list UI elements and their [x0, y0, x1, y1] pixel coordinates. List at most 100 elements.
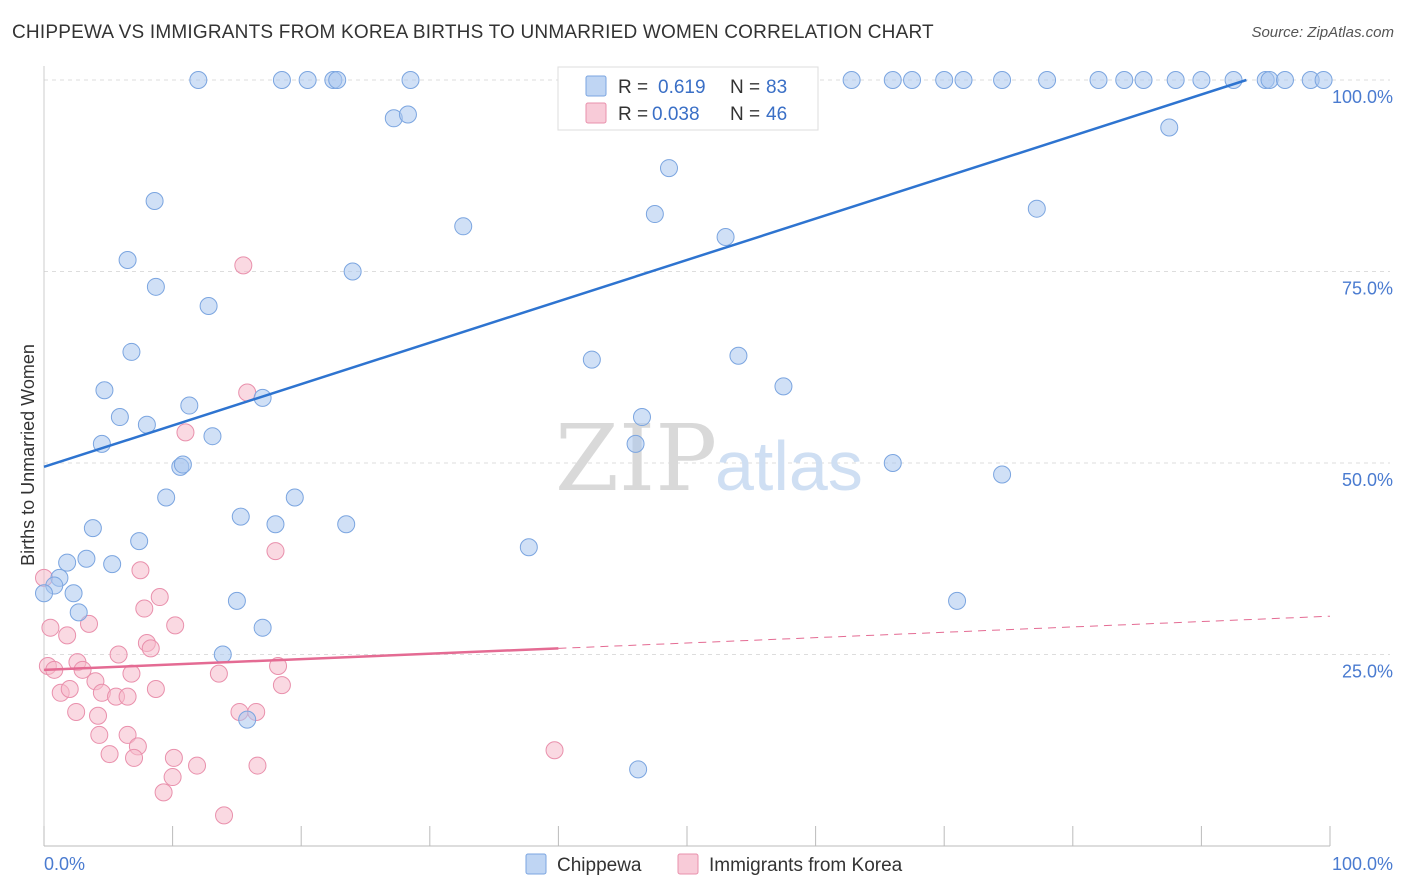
chippewa-point — [180, 396, 199, 415]
chart-title: CHIPPEWA VS IMMIGRANTS FROM KOREA BIRTHS… — [12, 22, 934, 43]
legend-r-value-chippewa: 0.619 — [658, 77, 706, 98]
korea-point — [58, 626, 77, 645]
chippewa-point — [774, 377, 793, 396]
chippewa-point — [64, 584, 83, 603]
chippewa-point — [629, 760, 648, 779]
source-credit: Source: ZipAtlas.com — [1251, 24, 1394, 41]
chippewa-point — [1089, 71, 1108, 89]
y-tick-label: 50.0% — [1342, 470, 1393, 490]
korea-point — [41, 618, 60, 637]
korea-point — [215, 806, 234, 825]
legend-swatch-chippewa — [585, 75, 607, 97]
korea-point — [545, 741, 564, 760]
korea-point — [154, 783, 173, 802]
chippewa-point — [227, 591, 246, 610]
bottom-legend-swatch-korea — [677, 853, 699, 875]
legend-n-value-korea: 46 — [766, 104, 787, 125]
series-korea-points — [35, 256, 564, 825]
chippewa-point — [1192, 71, 1211, 89]
chippewa-point — [146, 277, 165, 296]
trend-line-korea — [558, 615, 1331, 649]
y-tick-label: 75.0% — [1342, 279, 1393, 299]
chippewa-point — [883, 454, 902, 472]
series-legend: Chippewa Immigrants from Korea — [525, 853, 903, 876]
y-axis-label: Births to Unmarried Women — [18, 344, 38, 566]
korea-point — [141, 639, 160, 658]
trend-line-korea — [43, 647, 559, 672]
y-tick-label: 25.0% — [1342, 662, 1393, 682]
korea-point — [234, 256, 253, 275]
chippewa-point — [1115, 71, 1134, 89]
chippewa-point — [253, 388, 272, 407]
trend-lines — [43, 78, 1331, 672]
korea-point — [266, 542, 285, 561]
y-tick-label: 100.0% — [1332, 87, 1393, 107]
chippewa-point — [285, 488, 304, 507]
korea-point — [164, 748, 183, 767]
chippewa-point — [83, 519, 102, 538]
chippewa-point — [632, 408, 651, 427]
legend-n-label-chippewa: N = — [730, 77, 760, 98]
chippewa-point — [213, 645, 232, 664]
chippewa-point — [58, 553, 77, 572]
chippewa-point — [716, 228, 735, 247]
legend-swatch-korea — [585, 102, 607, 124]
chippewa-point — [1314, 71, 1333, 89]
chippewa-point — [993, 465, 1012, 484]
chippewa-point — [1134, 71, 1153, 89]
chippewa-point — [337, 515, 356, 534]
chippewa-point — [993, 71, 1012, 89]
chippewa-point — [203, 427, 222, 446]
chippewa-point — [401, 71, 420, 89]
korea-point — [118, 687, 137, 706]
korea-point — [125, 748, 144, 767]
chippewa-point — [328, 71, 347, 89]
korea-point — [269, 656, 288, 675]
chippewa-point — [272, 71, 291, 89]
korea-point — [60, 679, 79, 698]
korea-point — [122, 664, 141, 683]
chippewa-point — [582, 350, 601, 369]
chippewa-point — [398, 105, 417, 124]
trend-line-chippewa — [43, 78, 1247, 469]
korea-point — [135, 599, 154, 618]
chippewa-point — [118, 251, 137, 270]
korea-point — [248, 756, 267, 775]
grid-layer — [44, 79, 1390, 655]
chippewa-point — [238, 710, 257, 729]
korea-point — [73, 660, 92, 679]
chippewa-point — [645, 205, 664, 224]
x-tick-label: 100.0% — [1332, 854, 1393, 874]
korea-point — [100, 745, 119, 764]
chippewa-point — [231, 507, 250, 526]
chippewa-point — [1038, 71, 1057, 89]
korea-point — [163, 768, 182, 787]
legend-r-label-chippewa: R = — [618, 77, 648, 98]
chippewa-point — [253, 618, 272, 637]
legend-r-value-korea: 0.038 — [652, 104, 700, 125]
chippewa-point — [266, 515, 285, 534]
bottom-legend-chippewa: Chippewa — [557, 855, 642, 876]
chippewa-point — [903, 71, 922, 89]
chippewa-point — [1027, 199, 1046, 218]
chippewa-point — [659, 159, 678, 178]
chippewa-point — [103, 555, 122, 574]
korea-point — [109, 645, 128, 664]
chippewa-point — [1160, 118, 1179, 137]
chippewa-point — [95, 381, 114, 400]
chippewa-point — [122, 342, 141, 361]
chippewa-point — [173, 455, 192, 474]
legend-r-label-korea: R = — [618, 104, 648, 125]
watermark: ZIP atlas — [555, 405, 863, 512]
chippewa-point — [519, 538, 538, 557]
chippewa-point — [842, 71, 861, 89]
chippewa-point — [954, 71, 973, 89]
korea-point — [131, 561, 150, 580]
korea-point — [176, 423, 195, 442]
chippewa-point — [189, 71, 208, 89]
chippewa-point — [199, 296, 218, 315]
korea-point — [90, 725, 109, 744]
korea-point — [67, 702, 86, 721]
watermark-atlas: atlas — [715, 427, 863, 505]
